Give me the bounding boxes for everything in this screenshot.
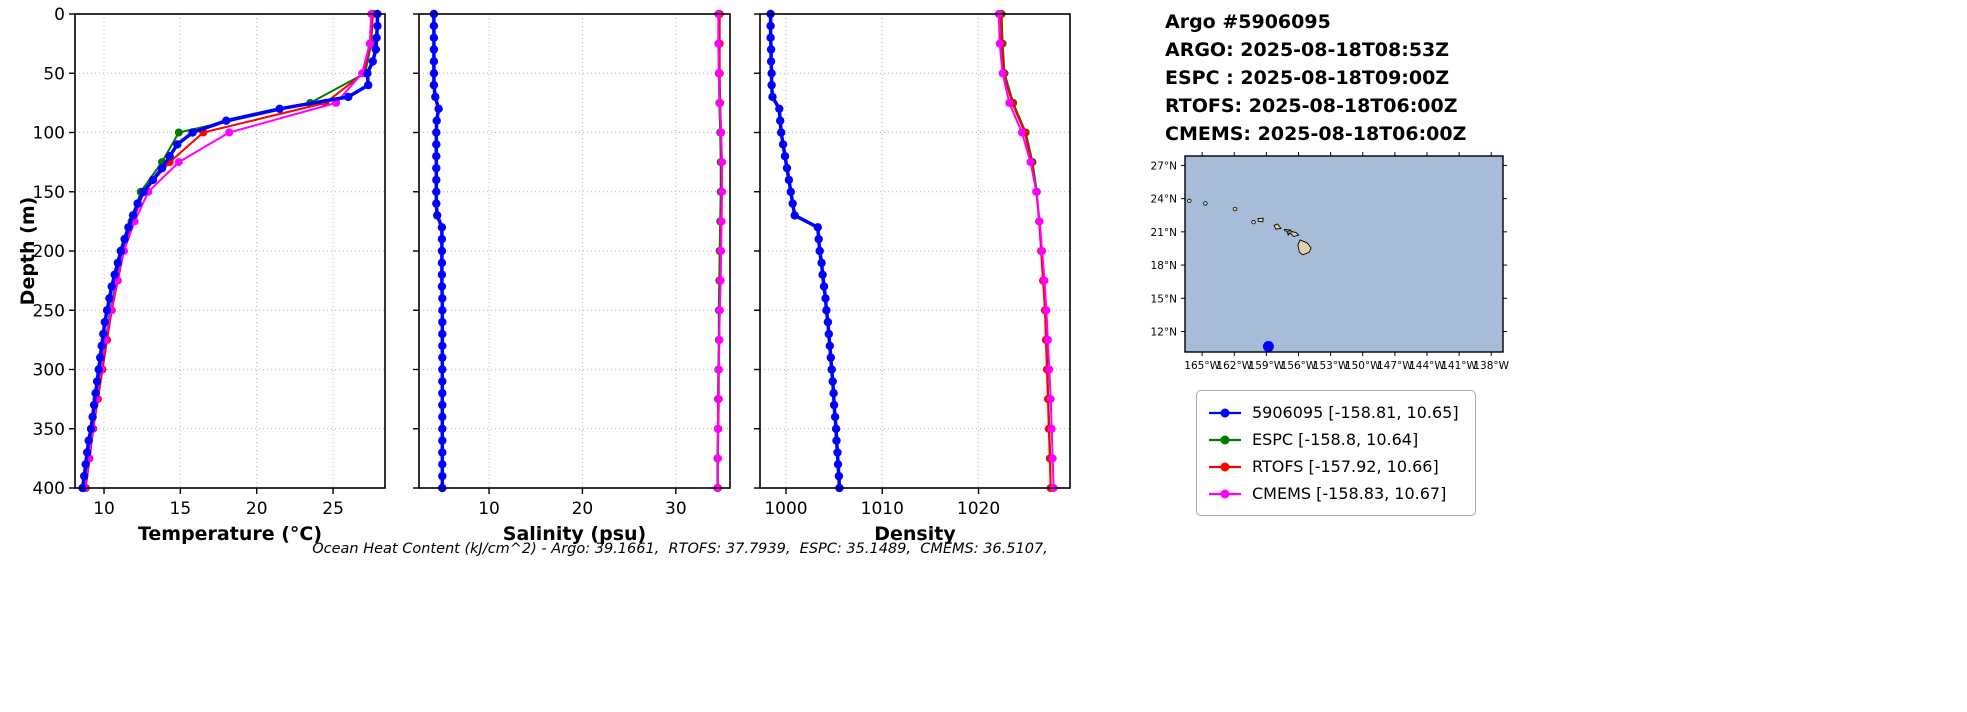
legend-item: RTOFS [-157.92, 10.66]: [1207, 453, 1459, 480]
svg-text:150°W: 150°W: [1345, 360, 1381, 372]
svg-text:141°W: 141°W: [1441, 360, 1477, 372]
svg-text:165°W: 165°W: [1184, 360, 1220, 372]
float-title: Argo #5906095: [1165, 11, 1331, 33]
svg-text:15: 15: [170, 499, 192, 519]
svg-text:100: 100: [33, 124, 65, 144]
svg-text:138°W: 138°W: [1473, 360, 1509, 372]
svg-text:Salinity (psu): Salinity (psu): [503, 523, 646, 545]
svg-text:400: 400: [33, 479, 65, 499]
legend-marker-icon: [1209, 489, 1241, 498]
temperature-profile-chart: 10 15 20 25050100150200250300350400Temperat…: [20, 5, 386, 545]
svg-text:147°W: 147°W: [1377, 360, 1413, 372]
legend-label: RTOFS [-157.92, 10.66]: [1252, 457, 1439, 476]
svg-text:0: 0: [54, 5, 65, 25]
legend-item: ESPC [-158.8, 10.64]: [1207, 426, 1459, 453]
svg-text:159°W: 159°W: [1249, 360, 1285, 372]
svg-text:1000: 1000: [764, 499, 807, 519]
svg-text:150: 150: [33, 183, 65, 203]
argo-timestamp: ARGO: 2025-08-18T08:53Z: [1165, 39, 1450, 61]
svg-text:153°W: 153°W: [1313, 360, 1349, 372]
rtofs-timestamp: RTOFS: 2025-08-18T06:00Z: [1165, 95, 1458, 117]
svg-text:350: 350: [33, 420, 65, 440]
svg-text:144°W: 144°W: [1409, 360, 1445, 372]
legend-marker-icon: [1209, 408, 1241, 417]
legend-item: CMEMS [-158.83, 10.67]: [1207, 480, 1459, 507]
salinity-profile-chart: 10 20 30 Salinity (psu): [413, 9, 731, 545]
svg-text:24°N: 24°N: [1151, 194, 1177, 206]
svg-text:25: 25: [322, 499, 344, 519]
svg-text:50: 50: [43, 64, 65, 84]
svg-text:1010: 1010: [861, 499, 904, 519]
svg-text:Density: Density: [874, 523, 956, 545]
info-block: Argo #5906095 ARGO: 2025-08-18T08:53Z ES…: [1165, 8, 1466, 148]
legend-marker-icon: [1209, 462, 1241, 471]
svg-text:300: 300: [33, 361, 65, 381]
svg-text:Temperature (°C): Temperature (°C): [138, 523, 322, 545]
svg-text:27°N: 27°N: [1151, 160, 1177, 172]
legend-label: CMEMS [-158.83, 10.67]: [1252, 484, 1447, 503]
svg-text:15°N: 15°N: [1151, 293, 1177, 305]
svg-text:30: 30: [665, 499, 687, 519]
svg-text:12°N: 12°N: [1151, 327, 1177, 339]
svg-text:10: 10: [478, 499, 500, 519]
location-map: 165°W162°W159°W156°W153°W150°W147°W144°W…: [1151, 152, 1510, 372]
svg-text:10: 10: [93, 499, 115, 519]
svg-text:20: 20: [246, 499, 268, 519]
ohc-caption: Ocean Heat Content (kJ/cm^2) - Argo: 39.…: [312, 541, 1048, 557]
espc-timestamp: ESPC : 2025-08-18T09:00Z: [1165, 67, 1450, 89]
svg-text:21°N: 21°N: [1151, 227, 1177, 239]
legend: 5906095 [-158.81, 10.65] ESPC [-158.8, 10…: [1196, 390, 1476, 516]
svg-text:1020: 1020: [957, 499, 1000, 519]
legend-item: 5906095 [-158.81, 10.65]: [1207, 399, 1459, 426]
legend-label: ESPC [-158.8, 10.64]: [1252, 430, 1419, 449]
svg-text:156°W: 156°W: [1281, 360, 1317, 372]
legend-marker-icon: [1209, 435, 1241, 444]
svg-text:250: 250: [33, 301, 65, 321]
svg-text:20: 20: [572, 499, 594, 519]
legend-label: 5906095 [-158.81, 10.65]: [1252, 403, 1459, 422]
svg-text:162°W: 162°W: [1216, 360, 1252, 372]
svg-text:18°N: 18°N: [1151, 260, 1177, 272]
cmems-timestamp: CMEMS: 2025-08-18T06:00Z: [1165, 123, 1467, 145]
svg-text:Depth (m): Depth (m): [20, 197, 39, 306]
svg-text:200: 200: [33, 242, 65, 262]
